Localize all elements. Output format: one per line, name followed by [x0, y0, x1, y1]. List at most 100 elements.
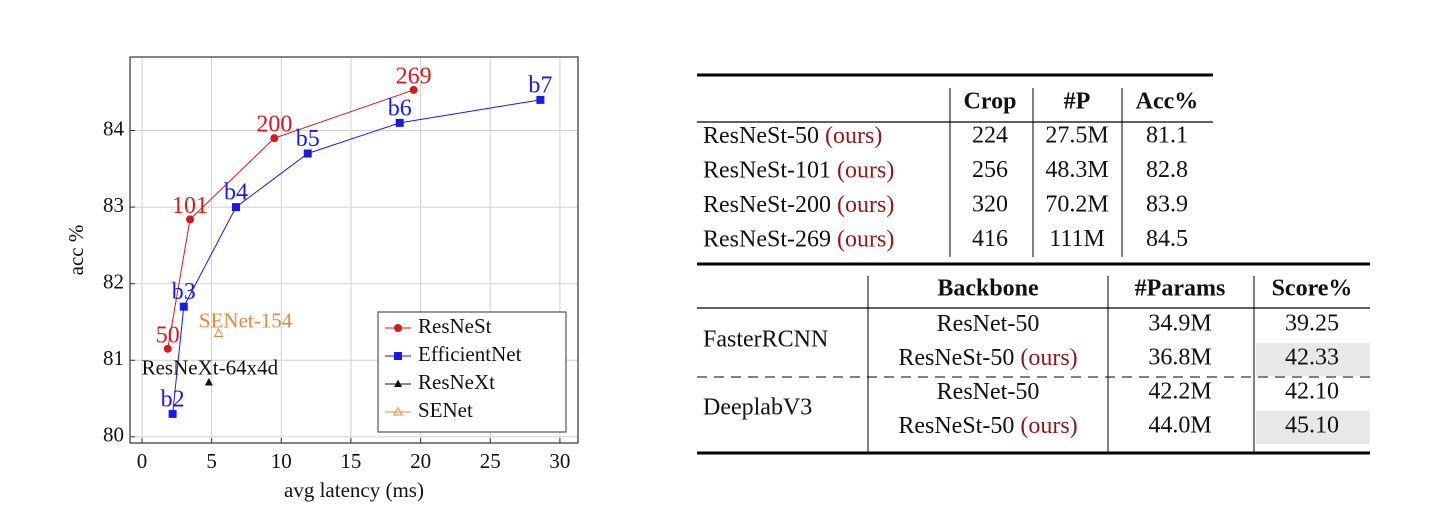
cell: 48.3M	[1045, 157, 1108, 183]
cell: 111M	[1049, 226, 1105, 252]
point	[186, 215, 195, 224]
cell: ResNeSt-50 (ours)	[898, 345, 1077, 371]
cell: ResNeSt-200 (ours)	[703, 192, 894, 218]
legend-marker	[394, 324, 402, 332]
y-tick-label: 83	[103, 193, 124, 217]
point-label: b5	[296, 126, 320, 152]
cell: 34.9M	[1148, 311, 1211, 337]
cell-name: ResNeSt-50	[898, 345, 1014, 371]
cell-name: ResNet-50	[937, 311, 1040, 337]
legend-label: EfficientNet	[418, 342, 522, 366]
legend-label: ResNeSt	[418, 314, 492, 338]
cell: ResNet-50	[937, 311, 1040, 337]
ours-tag: (ours)	[825, 123, 882, 149]
y-axis-label: acc %	[64, 225, 88, 276]
x-tick-label: 0	[137, 449, 148, 473]
point-label: ResNeXt-64x4d	[142, 355, 279, 379]
x-tick-label: 30	[549, 449, 570, 473]
cell: ResNeSt-269 (ours)	[703, 226, 894, 252]
cell: 416	[972, 226, 1008, 252]
y-tick-label: 84	[103, 116, 125, 140]
point-label: b3	[172, 279, 196, 305]
cell: ResNeSt-50 (ours)	[898, 413, 1077, 439]
highlight-cell	[1256, 411, 1370, 444]
cell: 36.8M	[1148, 345, 1211, 371]
highlight-cell	[1256, 343, 1370, 376]
cell: 82.8	[1146, 157, 1188, 183]
point	[409, 85, 418, 94]
cell: Backbone	[937, 276, 1039, 302]
cell: DeeplabV3	[703, 395, 812, 421]
cell: Crop	[964, 89, 1017, 115]
cell-name: ResNet-50	[937, 379, 1040, 405]
point-label: 50	[156, 322, 180, 348]
chart: 0 5 10 15 20 25 30 80 81 82 83 84 50 101 200 269 b2 b3 b4 b…	[103, 56, 579, 473]
point-label: b6	[388, 95, 412, 121]
y-tick-label: 82	[103, 270, 124, 294]
tables: Crop #P Acc% ResNeSt-50 (ours) 224 27.5M 81.1 R…	[697, 73, 1370, 455]
cell: #P	[1064, 89, 1091, 115]
legend-label: ResNeXt	[418, 370, 495, 394]
x-tick-label: 25	[480, 449, 501, 473]
series-line	[167, 89, 414, 349]
cell-name: ResNeSt-50	[703, 123, 819, 149]
plot-frame	[129, 56, 579, 444]
x-axis-label: avg latency (ms)	[284, 478, 424, 502]
cell: 224	[972, 123, 1008, 149]
legend-marker	[393, 406, 403, 416]
point	[536, 95, 545, 104]
point-label: 200	[256, 112, 292, 138]
cell: 256	[972, 157, 1008, 183]
cell: 44.0M	[1148, 413, 1211, 439]
cell: Score%	[1272, 276, 1353, 302]
x-tick-label: 5	[206, 449, 217, 473]
cell: 81.1	[1146, 123, 1188, 149]
point	[232, 203, 241, 212]
legend-marker	[394, 352, 402, 360]
cell: 42.33	[1285, 345, 1339, 371]
legend-label: SENet	[418, 398, 473, 422]
cell: ResNeSt-101 (ours)	[703, 157, 894, 183]
cell-name: ResNeSt-101	[703, 157, 831, 183]
cell: ResNeSt-50 (ours)	[703, 123, 882, 149]
point-label: b4	[224, 180, 248, 206]
cell: FasterRCNN	[703, 327, 828, 353]
cell: Acc%	[1136, 89, 1199, 115]
legend-marker	[394, 379, 402, 387]
point-label: b2	[161, 386, 185, 412]
point	[179, 302, 188, 311]
x-tick-label: 15	[340, 449, 361, 473]
x-tick-label: 20	[410, 449, 431, 473]
ours-tag: (ours)	[1020, 413, 1077, 439]
x-tick-label: 10	[271, 449, 292, 473]
ours-tag: (ours)	[837, 157, 894, 183]
point	[213, 327, 224, 337]
cell: 39.25	[1285, 311, 1339, 337]
y-tick-label: 81	[103, 346, 124, 370]
ours-tag: (ours)	[837, 192, 894, 218]
cell: 84.5	[1146, 226, 1188, 252]
cell-name: ResNeSt-200	[703, 192, 831, 218]
cell-name: ResNeSt-269	[703, 226, 831, 252]
cell-name: ResNeSt-50	[898, 413, 1014, 439]
cell: 42.2M	[1148, 379, 1211, 405]
point	[270, 134, 279, 143]
point-label: 269	[396, 63, 432, 89]
point-label: b7	[528, 72, 552, 98]
point-label: 101	[172, 193, 208, 219]
cell: 42.10	[1285, 379, 1339, 405]
cell: #Params	[1135, 276, 1226, 302]
point-label: SENet-154	[199, 308, 293, 332]
cell: 83.9	[1146, 192, 1188, 218]
point	[204, 377, 213, 386]
point	[168, 409, 177, 418]
ours-tag: (ours)	[1020, 345, 1077, 371]
ours-tag: (ours)	[837, 226, 894, 252]
cell: 320	[972, 192, 1008, 218]
y-tick-label: 80	[103, 423, 124, 447]
point	[395, 118, 404, 127]
point	[163, 344, 172, 353]
cell: 27.5M	[1045, 123, 1108, 149]
cell: ResNet-50	[937, 379, 1040, 405]
